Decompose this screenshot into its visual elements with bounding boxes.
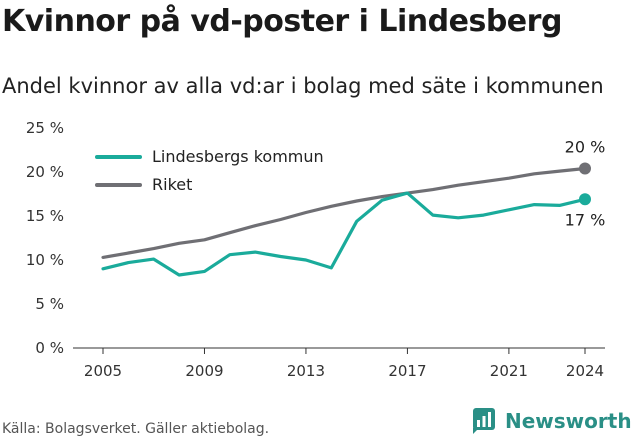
x-tick-label: 2013 (287, 362, 325, 380)
series-line-riket (101, 166, 587, 259)
end-labels: 20 % 17 % (565, 137, 606, 229)
x-tick-label: 2021 (490, 362, 528, 380)
end-value-label: 20 % (565, 137, 606, 156)
x-tick-label: 2017 (388, 362, 426, 380)
brand-logo[interactable]: Newsworthy (473, 408, 631, 434)
series-end-point (579, 162, 591, 175)
line-chart: 0 %5 %10 %15 %20 %25 % 2005 2009 2013 2017 2… (26, 119, 606, 380)
x-axis: 2005 2009 2013 2017 2021 2024 (73, 347, 605, 380)
end-value-label: 17 % (565, 210, 606, 229)
chart-title: Kvinnor på vd-poster i Lindesberg (2, 4, 562, 39)
legend: Lindesbergs kommun Riket (95, 147, 324, 194)
x-tick-label: 2009 (185, 362, 223, 380)
y-tick-label: 25 % (26, 119, 64, 137)
series-lines (101, 162, 591, 277)
brand-name: Newsworthy (505, 409, 631, 433)
chart-subtitle: Andel kvinnor av alla vd:ar i bolag med … (2, 74, 604, 98)
y-tick-label: 20 % (26, 163, 64, 181)
x-tick-label: 2024 (566, 362, 604, 380)
y-tick-label: 10 % (26, 251, 64, 269)
legend-label: Lindesbergs kommun (152, 147, 324, 166)
newsworthy-logo-icon (473, 408, 495, 434)
y-axis-ticks: 0 % 5 % 10 % 15 % 20 % 25 % (26, 119, 64, 357)
y-tick-label: 0 % (35, 339, 64, 357)
series-end-point (579, 193, 591, 206)
series-line-lindesberg (101, 191, 587, 277)
legend-label: Riket (152, 175, 192, 194)
source-note: Källa: Bolagsverket. Gäller aktiebolag. (2, 421, 270, 437)
y-tick-label: 5 % (35, 295, 64, 313)
y-tick-label: 15 % (26, 207, 64, 225)
x-tick-label: 2005 (84, 362, 122, 380)
